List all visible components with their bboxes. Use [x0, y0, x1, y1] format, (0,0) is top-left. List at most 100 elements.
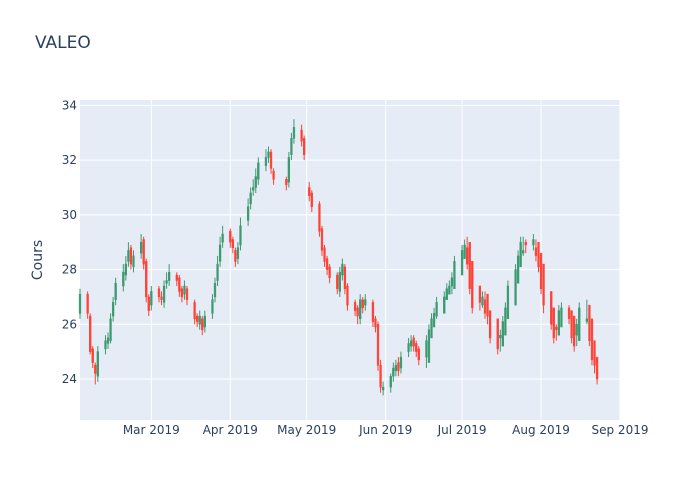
candle-body: [231, 239, 234, 248]
candle-decreasing: [145, 258, 148, 303]
candle-decreasing: [178, 275, 181, 297]
candle-increasing: [338, 266, 341, 297]
candle-decreasing: [336, 272, 339, 295]
candle-body: [453, 261, 456, 289]
candle-body: [218, 244, 222, 262]
candle-increasing: [409, 335, 413, 352]
candle-body: [272, 170, 275, 180]
candle-body: [430, 318, 433, 339]
candle-increasing: [168, 264, 171, 286]
candle-body: [165, 280, 168, 284]
candle-increasing: [218, 236, 222, 267]
candle-body: [412, 337, 415, 347]
candle-increasing: [114, 277, 117, 306]
candle-increasing: [252, 179, 255, 196]
candle-decreasing: [180, 285, 184, 303]
y-axis-title: Cours: [30, 240, 46, 280]
x-axis-ticks: Mar 2019 Apr 2019 May 2019 Jun 2019 Jul 2019…: [123, 423, 649, 437]
candle-body: [463, 244, 466, 259]
candle-body: [336, 274, 339, 289]
candle-decreasing: [300, 124, 303, 147]
x-tick-label: Aug 2019: [512, 423, 570, 437]
candle-body: [460, 250, 464, 276]
candle-increasing: [287, 151, 291, 188]
candle-decreasing: [147, 294, 150, 317]
candle-body: [264, 157, 268, 166]
candle-increasing: [506, 280, 510, 320]
candle-decreasing: [303, 135, 306, 161]
y-tick-label: 28: [62, 263, 77, 277]
candle-body: [443, 296, 446, 314]
candle-increasing: [221, 225, 224, 248]
candle-body: [203, 315, 206, 328]
candle-body: [160, 296, 163, 300]
candle-decreasing: [234, 247, 237, 267]
candle-increasing: [216, 255, 219, 286]
candle-decreasing: [573, 315, 576, 352]
candle-body: [127, 250, 130, 262]
y-tick-label: 34: [62, 98, 77, 112]
chart-title: VALEO: [35, 33, 91, 53]
candle-body: [78, 293, 82, 314]
candle-increasing: [109, 313, 112, 344]
candle-decreasing: [524, 239, 527, 254]
candle-decreasing: [343, 264, 347, 295]
candle-increasing: [96, 346, 99, 382]
candle-body: [560, 307, 563, 328]
candle-body: [578, 307, 581, 341]
candle-body: [364, 299, 367, 306]
candle-body: [506, 285, 510, 320]
candle-increasing: [78, 288, 82, 319]
candle-decreasing: [328, 264, 331, 284]
candle-decreasing: [570, 310, 573, 344]
candle-decreasing: [142, 236, 145, 270]
candle-increasing: [560, 302, 563, 328]
candle-increasing: [292, 119, 296, 144]
candle-body: [483, 299, 487, 314]
candle-increasing: [514, 264, 517, 306]
candle-body: [593, 340, 596, 366]
candle-body: [445, 288, 448, 300]
candle-body: [185, 288, 189, 300]
candle-body: [122, 272, 125, 287]
grid-lines: [80, 100, 621, 420]
candle-increasing: [460, 244, 464, 276]
candle-body: [147, 296, 150, 311]
candle-body: [201, 318, 204, 330]
candle-decreasing: [371, 299, 375, 328]
candle-body: [389, 375, 392, 388]
candle-decreasing: [415, 340, 418, 358]
candle-body: [519, 241, 522, 268]
candle-body: [575, 324, 578, 336]
candle-body: [381, 386, 385, 391]
candle-decreasing: [318, 201, 321, 237]
candle-decreasing: [567, 305, 571, 325]
candle-body: [290, 138, 293, 155]
candle-body: [514, 269, 517, 306]
candle-increasing: [106, 332, 110, 349]
candle-body: [145, 261, 148, 298]
candle-body: [180, 288, 184, 298]
candle-increasing: [290, 132, 293, 161]
candle-body: [356, 307, 359, 317]
candle-decreasing: [361, 296, 364, 314]
candle-decreasing: [468, 241, 471, 295]
candle-increasing: [165, 272, 168, 289]
candles: [78, 119, 599, 396]
candle-body: [537, 241, 540, 268]
candle-body: [407, 343, 410, 352]
candle-increasing: [127, 242, 130, 267]
candle-decreasing: [310, 190, 313, 213]
plot-area: [80, 100, 620, 420]
candle-body: [287, 157, 291, 183]
candle-body: [234, 250, 237, 262]
candle-increasing: [132, 250, 135, 273]
candle-decreasing: [175, 272, 178, 286]
candle-increasing: [381, 381, 385, 396]
candle-increasing: [249, 187, 252, 210]
x-tick-label: May 2019: [277, 423, 336, 437]
candle-body: [353, 302, 357, 311]
candle-body: [320, 228, 324, 251]
